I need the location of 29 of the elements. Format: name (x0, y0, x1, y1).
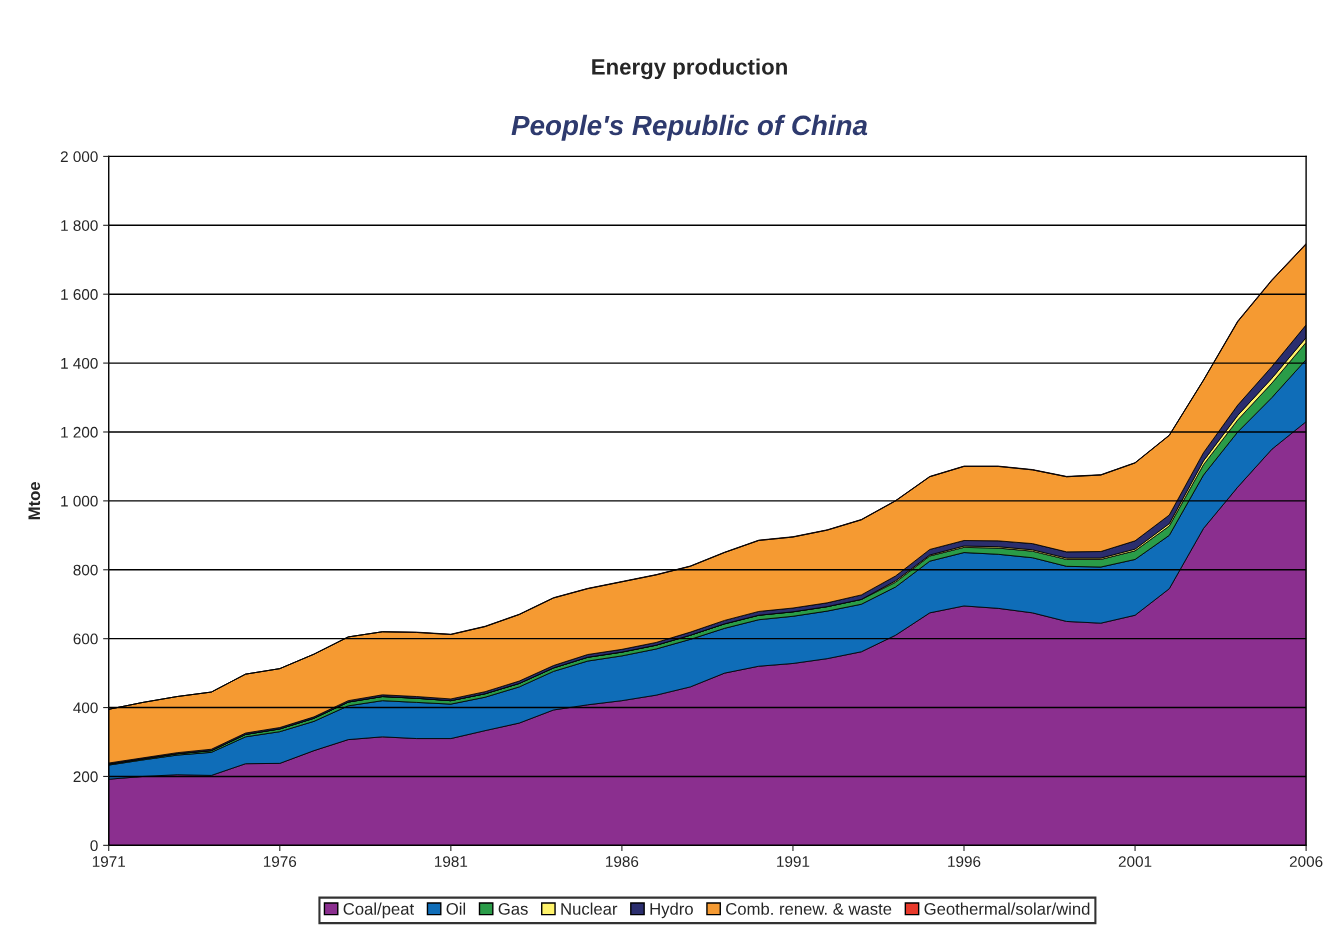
x-tick-label: 1996 (948, 856, 981, 867)
y-tick-label: 0 (90, 840, 98, 852)
x-tick-label: 1981 (435, 856, 468, 867)
y-tick-label: 1 400 (61, 357, 98, 369)
x-tick-label: 1986 (606, 856, 639, 867)
y-tick-label: 800 (73, 564, 98, 576)
y-axis-title: Mtoe (28, 482, 41, 520)
y-tick-label: 1 600 (61, 289, 98, 300)
y-tick-label: 400 (73, 702, 98, 714)
y-tick-label: 1 000 (61, 495, 98, 507)
legend-label: Oil (446, 902, 466, 915)
legend-label: Coal/peat (343, 902, 414, 919)
x-tick-label: 1991 (777, 856, 810, 867)
y-tick-label: 600 (73, 633, 98, 645)
legend-label: Gas (498, 903, 528, 915)
legend-label: Comb. renew. & waste (726, 902, 892, 915)
x-tick-label: 1976 (263, 856, 297, 867)
legend-label: Hydro (650, 902, 693, 919)
chart-subtitle: People's Republic of China (511, 114, 868, 141)
x-tick-label: 2001 (1118, 856, 1152, 867)
legend-label: Geothermal/solar/wind (924, 902, 1090, 915)
y-tick-label: 1 800 (61, 220, 98, 231)
y-tick-label: 1 200 (61, 426, 98, 438)
y-tick-label: 2 000 (60, 151, 98, 163)
legend-label: Nuclear (561, 902, 618, 915)
x-tick-label: 1971 (92, 856, 125, 867)
y-tick-label: 200 (73, 771, 98, 783)
chart-title: Energy production (592, 58, 787, 80)
x-tick-label: 2006 (1289, 856, 1323, 867)
